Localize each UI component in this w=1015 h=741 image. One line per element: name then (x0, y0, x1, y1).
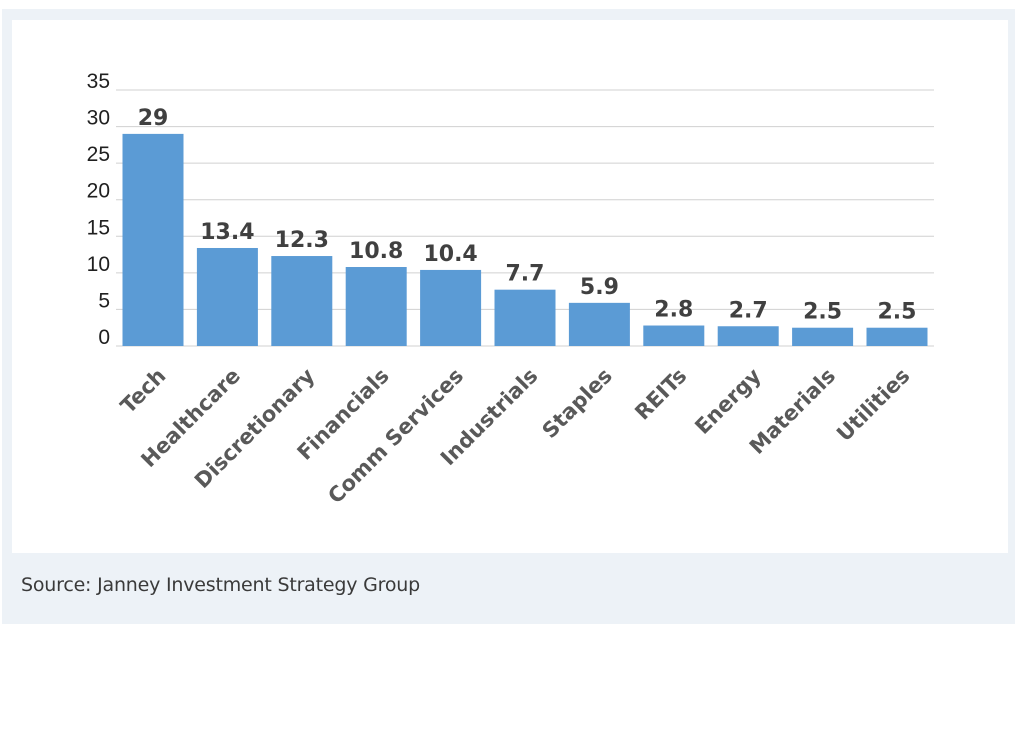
y-tick-label: 15 (87, 216, 110, 239)
data-labels: 29 13.4 12.3 10.8 10.4 7.7 5.9 2.8 2.7 2.5 2.5 (138, 106, 917, 325)
data-label: 13.4 (200, 220, 254, 245)
bar (122, 133, 184, 346)
data-label: 2.7 (729, 298, 768, 323)
y-tick-label: 0 (98, 326, 110, 349)
bar (643, 325, 705, 346)
data-label: 5.9 (580, 275, 619, 300)
y-axis-ticks: 0 5 10 15 20 25 30 35 (87, 70, 110, 349)
x-tick-label: Energy (690, 363, 766, 439)
bar (568, 302, 630, 346)
bar (866, 327, 928, 346)
bar (196, 247, 258, 346)
data-label: 10.8 (349, 239, 403, 264)
bar (345, 267, 407, 346)
y-tick-label: 35 (87, 70, 110, 93)
bars (122, 133, 928, 346)
y-tick-label: 30 (87, 107, 110, 130)
bar (494, 289, 556, 346)
x-axis-labels: TechHealthcareDiscretionaryFinancialsCom… (116, 363, 915, 508)
bar (717, 326, 779, 346)
source-note: Source: Janney Investment Strategy Group (21, 574, 420, 596)
bar (792, 327, 854, 346)
data-label: 29 (138, 106, 169, 131)
y-tick-label: 10 (87, 253, 110, 276)
x-tick-label: REITs (630, 364, 691, 425)
data-label: 2.5 (803, 300, 842, 325)
bar (420, 269, 482, 346)
x-tick-label: Tech (116, 364, 171, 419)
data-label: 2.5 (878, 300, 917, 325)
y-tick-label: 5 (98, 289, 110, 312)
x-tick-label: Utilities (832, 364, 914, 446)
figure-panel: 0 5 10 15 20 25 30 35 29 13.4 12.3 10.8 10.4 7.7 5.9 2… (2, 9, 1015, 624)
x-tick-label: Staples (538, 364, 617, 443)
bar (271, 256, 333, 346)
y-tick-label: 25 (87, 143, 110, 166)
data-label: 10.4 (423, 242, 477, 267)
data-label: 2.8 (654, 298, 693, 323)
chart-card: 0 5 10 15 20 25 30 35 29 13.4 12.3 10.8 10.4 7.7 5.9 2… (12, 20, 1008, 553)
data-label: 12.3 (275, 228, 329, 253)
x-tick-label: Comm Services (323, 364, 468, 509)
data-label: 7.7 (506, 262, 545, 287)
y-tick-label: 20 (87, 180, 110, 203)
